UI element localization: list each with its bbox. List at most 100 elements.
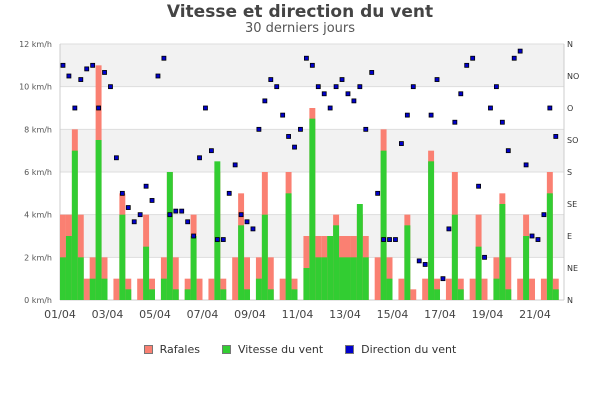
bar-vitesse xyxy=(475,246,482,300)
point-direction xyxy=(262,98,268,104)
point-direction xyxy=(232,162,238,168)
point-direction xyxy=(102,70,107,75)
point-direction xyxy=(369,70,375,75)
bar-rafales xyxy=(540,278,547,300)
point-direction xyxy=(345,91,351,97)
bar-vitesse xyxy=(321,257,328,300)
point-direction xyxy=(143,183,149,189)
point-direction xyxy=(339,77,345,82)
legend-swatch-direction xyxy=(345,345,355,354)
point-direction xyxy=(476,183,481,189)
bar-rafales xyxy=(291,278,298,300)
point-direction xyxy=(321,91,327,97)
bar-rafales xyxy=(232,257,239,300)
bar-vitesse xyxy=(149,289,155,300)
point-direction xyxy=(274,84,280,90)
bar-vitesse xyxy=(71,150,78,300)
bar-vitesse xyxy=(95,140,102,300)
bar-vitesse xyxy=(309,118,316,301)
point-direction xyxy=(464,62,470,68)
point-direction xyxy=(375,190,381,196)
point-direction xyxy=(535,237,541,242)
point-direction xyxy=(363,126,369,132)
x-tick-label: 03/04 xyxy=(92,308,124,321)
point-direction xyxy=(220,237,226,242)
bar-rafales xyxy=(279,278,286,300)
bar-vitesse xyxy=(523,236,530,300)
point-direction xyxy=(482,254,487,260)
bar-vitesse xyxy=(285,193,292,300)
bar-vitesse xyxy=(333,225,340,300)
bar-vitesse xyxy=(303,268,310,300)
bar-vitesse xyxy=(356,204,363,300)
chart-title: Vitesse et direction du vent xyxy=(166,2,434,22)
bar-vitesse xyxy=(160,278,167,300)
point-direction xyxy=(244,219,250,225)
bar-vitesse xyxy=(546,193,553,300)
point-direction xyxy=(387,237,392,242)
bar-vitesse xyxy=(457,289,464,300)
point-direction xyxy=(173,208,179,214)
legend-label: Vitesse du vent xyxy=(237,343,324,356)
legend-item-direction[interactable]: Direction du vent xyxy=(345,343,456,356)
point-direction xyxy=(399,141,404,146)
bar-vitesse xyxy=(291,289,298,300)
bar-vitesse xyxy=(220,289,227,300)
bar-vitesse xyxy=(65,236,72,300)
point-direction xyxy=(351,98,357,104)
bar-vitesse xyxy=(345,257,351,300)
point-direction xyxy=(185,219,191,225)
legend-item-vitesse[interactable]: Vitesse du vent xyxy=(221,343,324,356)
point-direction xyxy=(499,119,505,125)
point-direction xyxy=(155,73,161,79)
bar-rafales xyxy=(137,278,144,300)
bar-vitesse xyxy=(362,257,369,300)
point-direction xyxy=(203,105,208,111)
point-direction xyxy=(410,84,416,90)
point-direction xyxy=(256,126,262,132)
point-direction xyxy=(108,84,113,90)
bar-vitesse xyxy=(261,214,268,300)
bar-rafales xyxy=(196,278,203,300)
point-direction xyxy=(428,112,434,118)
point-direction xyxy=(357,84,363,90)
point-direction xyxy=(517,48,523,54)
bar-vitesse xyxy=(190,236,197,300)
y-tick-label: 4 km/h xyxy=(24,211,52,220)
bar-rafales xyxy=(552,278,559,300)
bar-vitesse xyxy=(552,289,559,300)
y-tick-label: 2 km/h xyxy=(24,253,52,262)
bar-vitesse xyxy=(238,225,245,300)
bar-rafales xyxy=(398,278,405,300)
bar-vitesse xyxy=(60,257,66,300)
bar-rafales xyxy=(83,278,90,300)
bar-vitesse xyxy=(125,289,132,300)
point-direction xyxy=(214,237,220,242)
point-direction xyxy=(90,62,96,68)
legend-label: Rafales xyxy=(159,343,200,356)
y-right-tick-label: N xyxy=(567,296,573,305)
y-tick-label: 10 km/h xyxy=(19,83,52,92)
point-direction xyxy=(298,126,303,132)
bar-vitesse xyxy=(77,257,84,300)
legend-item-rafales[interactable]: Rafales xyxy=(143,343,200,356)
y-right-tick-label: SE xyxy=(567,200,577,209)
point-direction xyxy=(304,55,309,61)
point-direction xyxy=(131,219,137,225)
y-right-tick-label: SO xyxy=(567,136,578,145)
point-direction xyxy=(114,155,119,161)
legend: Rafales Vitesse du vent Direction du ven… xyxy=(0,343,600,356)
x-tick-label: 19/04 xyxy=(472,308,504,321)
bar-rafales xyxy=(445,278,452,300)
point-direction xyxy=(149,198,155,203)
bar-rafales xyxy=(457,278,464,300)
bar-vitesse xyxy=(434,289,440,300)
point-direction xyxy=(209,148,214,154)
bar-vitesse xyxy=(214,161,221,300)
bar-rafales xyxy=(149,278,155,300)
legend-label: Direction du vent xyxy=(361,343,457,356)
bar-rafales xyxy=(220,278,227,300)
bar-vitesse xyxy=(267,289,274,300)
bar-vitesse xyxy=(499,204,506,300)
